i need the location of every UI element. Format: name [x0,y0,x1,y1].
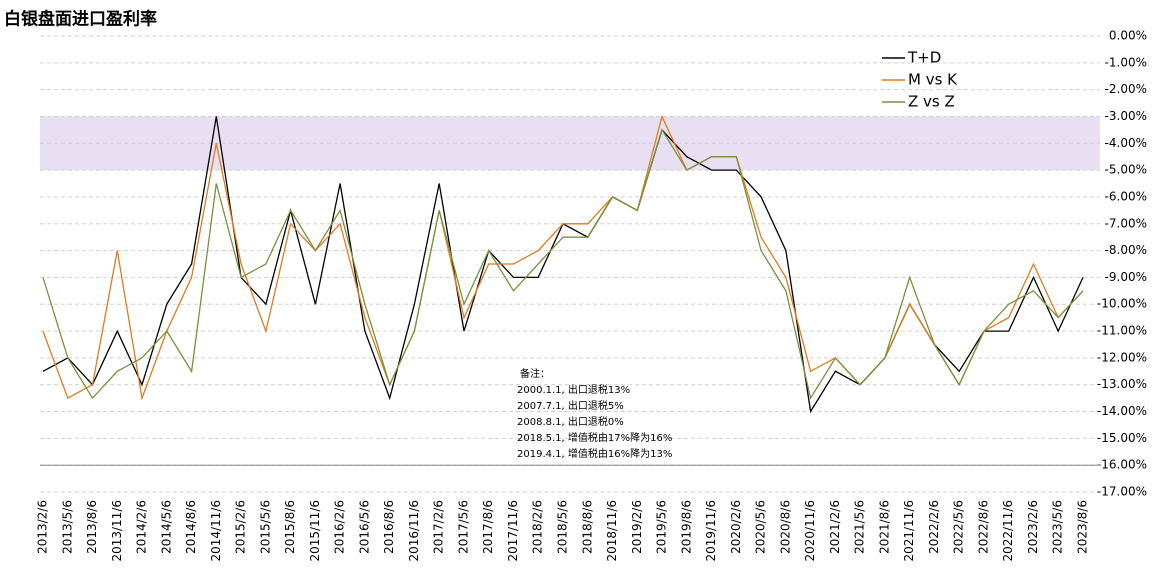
x-tick-label: 2022/11/6 [1001,500,1015,562]
x-tick-label: 2018/5/6 [556,500,570,554]
y-tick-label: -15.00% [1097,431,1147,445]
x-tick-label: 2021/11/6 [902,500,916,562]
y-tick-label: -6.00% [1105,189,1147,203]
x-tick-label: 2017/2/6 [432,500,446,554]
x-tick-label: 2018/8/6 [580,500,594,554]
x-tick-label: 2019/2/6 [630,500,644,554]
note-line: 2007.7.1, 出口退税5% [517,399,624,412]
x-tick-label: 2017/8/6 [481,500,495,554]
x-tick-label: 2019/11/6 [704,500,718,562]
x-tick-label: 2019/5/6 [655,500,669,554]
x-tick-label: 2014/8/6 [184,500,198,554]
x-tick-label: 2018/2/6 [531,500,545,554]
note-line: 2018.5.1, 增值税由17%降为16% [517,431,672,444]
y-tick-label: -5.00% [1105,163,1147,177]
note-title: 备注： [520,367,550,380]
x-tick-label: 2015/5/6 [258,500,272,554]
x-tick-label: 2020/2/6 [729,500,743,554]
x-tick-label: 2016/2/6 [333,500,347,554]
x-tick-label: 2022/2/6 [927,500,941,554]
y-tick-label: -8.00% [1105,243,1147,257]
legend-label: T+D [907,49,941,67]
x-tick-label: 2017/11/6 [506,500,520,562]
x-tick-label: 2015/8/6 [283,500,297,554]
y-tick-label: -4.00% [1105,136,1147,150]
x-tick-label: 2013/8/6 [85,500,99,554]
y-tick-label: -7.00% [1105,216,1147,230]
x-tick-label: 2016/5/6 [357,500,371,554]
x-tick-label: 2023/8/6 [1076,500,1090,554]
x-tick-label: 2020/5/6 [754,500,768,554]
x-tick-label: 2019/8/6 [679,500,693,554]
x-tick-label: 2023/2/6 [1026,500,1040,554]
x-tick-label: 2015/11/6 [308,500,322,562]
series-line [42,114,1084,401]
x-tick-label: 2016/8/6 [382,500,396,554]
chart-title: 白银盘面进口盈利率 [4,9,157,30]
x-tick-label: 2013/11/6 [110,500,124,562]
series-line [42,128,1084,400]
y-tick-label: -16.00% [1097,458,1147,472]
y-tick-label: -12.00% [1097,350,1147,364]
note-line: 2019.4.1, 增值税由16%降为13% [517,447,672,460]
x-tick-label: 2013/5/6 [60,500,74,554]
x-tick-label: 2014/11/6 [209,500,223,562]
legend-label: Z vs Z [908,93,955,111]
y-tick-label: -9.00% [1105,270,1147,284]
x-tick-label: 2022/5/6 [952,500,966,554]
y-tick-label: -11.00% [1097,324,1147,338]
x-tick-label: 2021/8/6 [877,500,891,554]
x-tick-label: 2022/8/6 [976,500,990,554]
note-line: 2008.8.1, 出口退税0% [517,415,624,428]
x-tick-label: 2023/5/6 [1051,500,1065,554]
legend-label: M vs K [908,71,958,89]
y-tick-label: -14.00% [1097,404,1147,418]
y-tick-label: -2.00% [1105,82,1147,96]
x-tick-label: 2015/2/6 [234,500,248,554]
x-tick-label: 2021/5/6 [853,500,867,554]
y-tick-label: -1.00% [1105,55,1147,69]
x-tick-label: 2021/2/6 [828,500,842,554]
y-tick-label: -17.00% [1097,485,1147,499]
y-tick-label: 0.00% [1109,29,1147,43]
highlight-band [40,116,1100,171]
x-tick-label: 2014/2/6 [135,500,149,554]
note-line: 2000.1.1, 出口退税13% [517,383,630,396]
x-tick-label: 2014/5/6 [159,500,173,554]
x-tick-label: 2016/11/6 [407,500,421,562]
x-tick-label: 2018/11/6 [605,500,619,562]
x-tick-label: 2013/2/6 [36,500,50,554]
x-tick-label: 2020/11/6 [803,500,817,562]
y-tick-label: -3.00% [1105,109,1147,123]
x-tick-label: 2020/8/6 [778,500,792,554]
y-tick-label: -10.00% [1097,297,1147,311]
x-tick-label: 2017/5/6 [456,500,470,554]
y-tick-label: -13.00% [1097,377,1147,391]
